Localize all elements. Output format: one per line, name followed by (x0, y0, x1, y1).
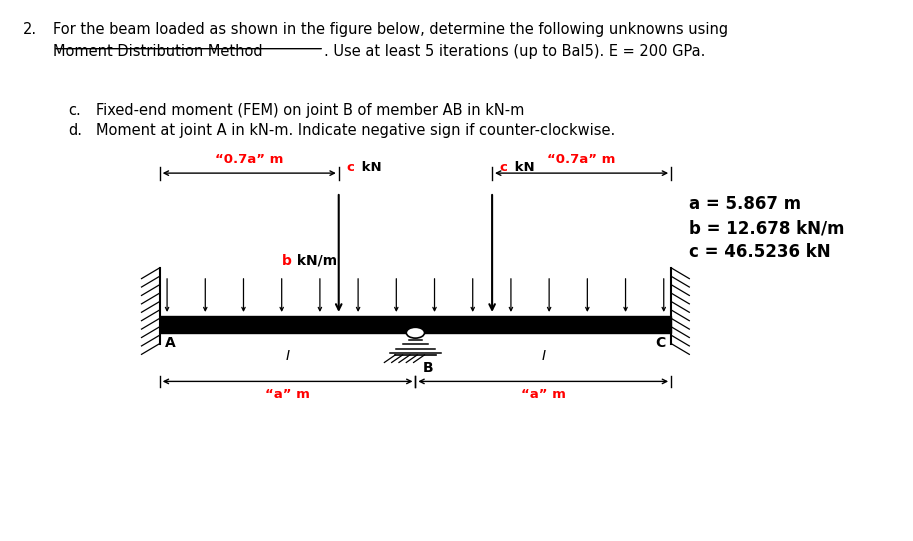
Text: 2.: 2. (23, 22, 37, 37)
Text: d.: d. (68, 123, 82, 138)
Text: a = 5.867 m: a = 5.867 m (689, 195, 802, 213)
Text: kN: kN (510, 161, 535, 174)
Text: c.: c. (68, 103, 81, 118)
Text: Fixed-end moment (FEM) on joint B of member AB in kN-m: Fixed-end moment (FEM) on joint B of mem… (96, 103, 524, 118)
Text: kN/m: kN/m (292, 254, 337, 268)
Text: “a” m: “a” m (520, 388, 566, 401)
Text: Moment Distribution Method: Moment Distribution Method (53, 44, 263, 60)
Text: c: c (346, 161, 354, 174)
Text: “a” m: “a” m (265, 388, 310, 401)
Text: I: I (541, 349, 545, 363)
Bar (160, 316, 671, 333)
Text: kN: kN (357, 161, 382, 174)
Text: A: A (165, 336, 176, 350)
Text: Moment at joint A in kN-m. Indicate negative sign if counter-clockwise.: Moment at joint A in kN-m. Indicate nega… (96, 123, 615, 138)
Text: b: b (282, 254, 292, 268)
Text: c = 46.5236 kN: c = 46.5236 kN (689, 243, 831, 261)
Text: c: c (499, 161, 508, 174)
Text: C: C (656, 336, 666, 350)
Text: B: B (423, 361, 434, 375)
Text: “0.7a” m: “0.7a” m (548, 153, 615, 166)
Text: I: I (286, 349, 289, 363)
Circle shape (406, 327, 425, 338)
Text: b = 12.678 kN/m: b = 12.678 kN/m (689, 219, 845, 237)
Text: “0.7a” m: “0.7a” m (215, 153, 283, 166)
Text: . Use at least 5 iterations (up to Bal5). E = 200 GPa.: . Use at least 5 iterations (up to Bal5)… (324, 44, 706, 60)
Text: For the beam loaded as shown in the figure below, determine the following unknow: For the beam loaded as shown in the figu… (53, 22, 728, 37)
